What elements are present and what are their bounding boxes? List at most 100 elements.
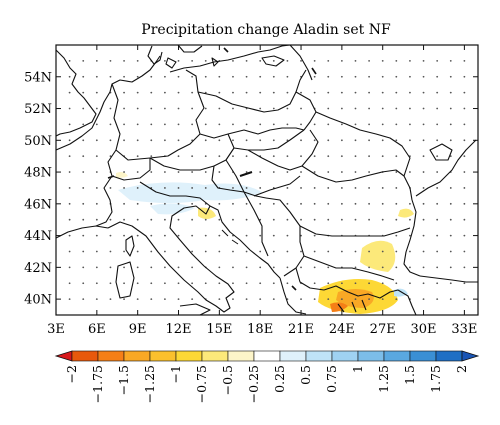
grid-dot [286,266,289,269]
grid-dot [300,218,302,221]
grid-dot [381,250,384,253]
grid-dot [177,123,180,126]
lat-tick-label: 46N [24,197,52,212]
grid-dot [177,139,180,142]
grid-dot [123,75,125,78]
grid-dot [82,139,85,142]
grid-dot [313,91,316,94]
grid-dot [232,187,234,189]
grid-dot [191,282,194,285]
grid-dot [300,171,302,173]
grid-dot [259,91,262,94]
border-czech-slovakia [199,127,305,139]
grid-dot [463,298,466,301]
grid-dot [449,139,452,142]
grid-dot [191,123,194,126]
grid-dot [95,139,98,142]
grid-dot [95,187,98,189]
grid-dot [95,75,98,78]
grid-dot [123,266,125,269]
grid-dot [368,298,370,301]
lake-peipus [311,67,317,75]
grid-dot [177,234,180,237]
grid-dot [449,218,452,221]
grid-dot [68,218,71,221]
grid-dot [123,171,125,173]
grid-dot [300,234,302,237]
grid-dot [463,266,466,269]
grid-dot [232,202,234,205]
grid-dot [368,250,370,253]
grid-dot [109,298,112,301]
lon-tick-label: 33E [451,322,477,337]
grid-dot [68,139,71,142]
border-macedonia [295,267,325,291]
grid-dot [327,123,330,126]
grid-dot [164,123,166,126]
grid-dot [136,123,139,126]
grid-dot [300,202,302,205]
coast-crimea [429,143,453,161]
grid-dot [395,155,398,158]
grid-dot [381,139,384,142]
grid-dot [300,59,302,62]
grid-dot [368,218,370,221]
coast-black-sea-north [415,139,477,197]
grid-dot [204,123,207,126]
grid-dot [354,202,357,205]
grid-dot [68,234,71,237]
grid-dot [191,234,194,237]
lat-tick-label: 40N [24,293,52,308]
grid-dot [327,107,330,110]
grid-dot [150,234,153,237]
grid-dot [422,59,425,62]
grid-dot [313,282,316,285]
grid-dot [123,282,125,285]
grid-dot [218,202,221,205]
coast-chalkidiki [337,299,367,313]
grid-dot [463,75,466,78]
grid-dot [109,266,112,269]
grid-dot [286,171,289,173]
grid-dot [449,234,452,237]
grid-dot [436,171,439,173]
grid-dot [204,59,207,62]
colorbar-level-label: 1 [350,365,365,373]
coast-baltic-south [169,44,291,73]
grid-dot [245,123,248,126]
grid-dot [354,250,357,253]
grid-dot [463,155,466,158]
grid-dot [95,155,98,158]
grid-dot [368,123,370,126]
grid-dot [449,75,452,78]
grid-dot [422,202,425,205]
grid-dot [177,155,180,158]
grid-dot [463,282,466,285]
grid-dot [272,282,275,285]
grid-dot [123,91,125,94]
grid-dot [150,91,153,94]
coast-north-sea [55,55,161,151]
grid-dot [313,298,316,301]
border-bosnia [243,191,269,257]
grid-dot [340,59,343,62]
colorbar-level-label: 1.25 [376,365,391,393]
grid-dot [381,123,384,126]
grid-dot [395,139,398,142]
grid-dot [340,282,343,285]
colorbar: −2 −1.75 −1.5 −1.25 −1 −0.75 −0.5 −0.25 0.25 0.5 0… [54,350,480,403]
grid-dot [368,282,370,285]
grid-dot [191,266,194,269]
grid-dot [354,155,357,158]
grid-dot [449,266,452,269]
grid-dot [313,75,316,78]
grid-dot [109,282,112,285]
island-rugen [211,57,219,67]
grid-dot [327,91,330,94]
grid-dot [123,187,125,189]
grid-dot [327,218,330,221]
grid-dot [381,282,384,285]
grid-dot [449,298,452,301]
grid-dot [95,59,98,62]
colorbar-swatch [253,350,281,362]
